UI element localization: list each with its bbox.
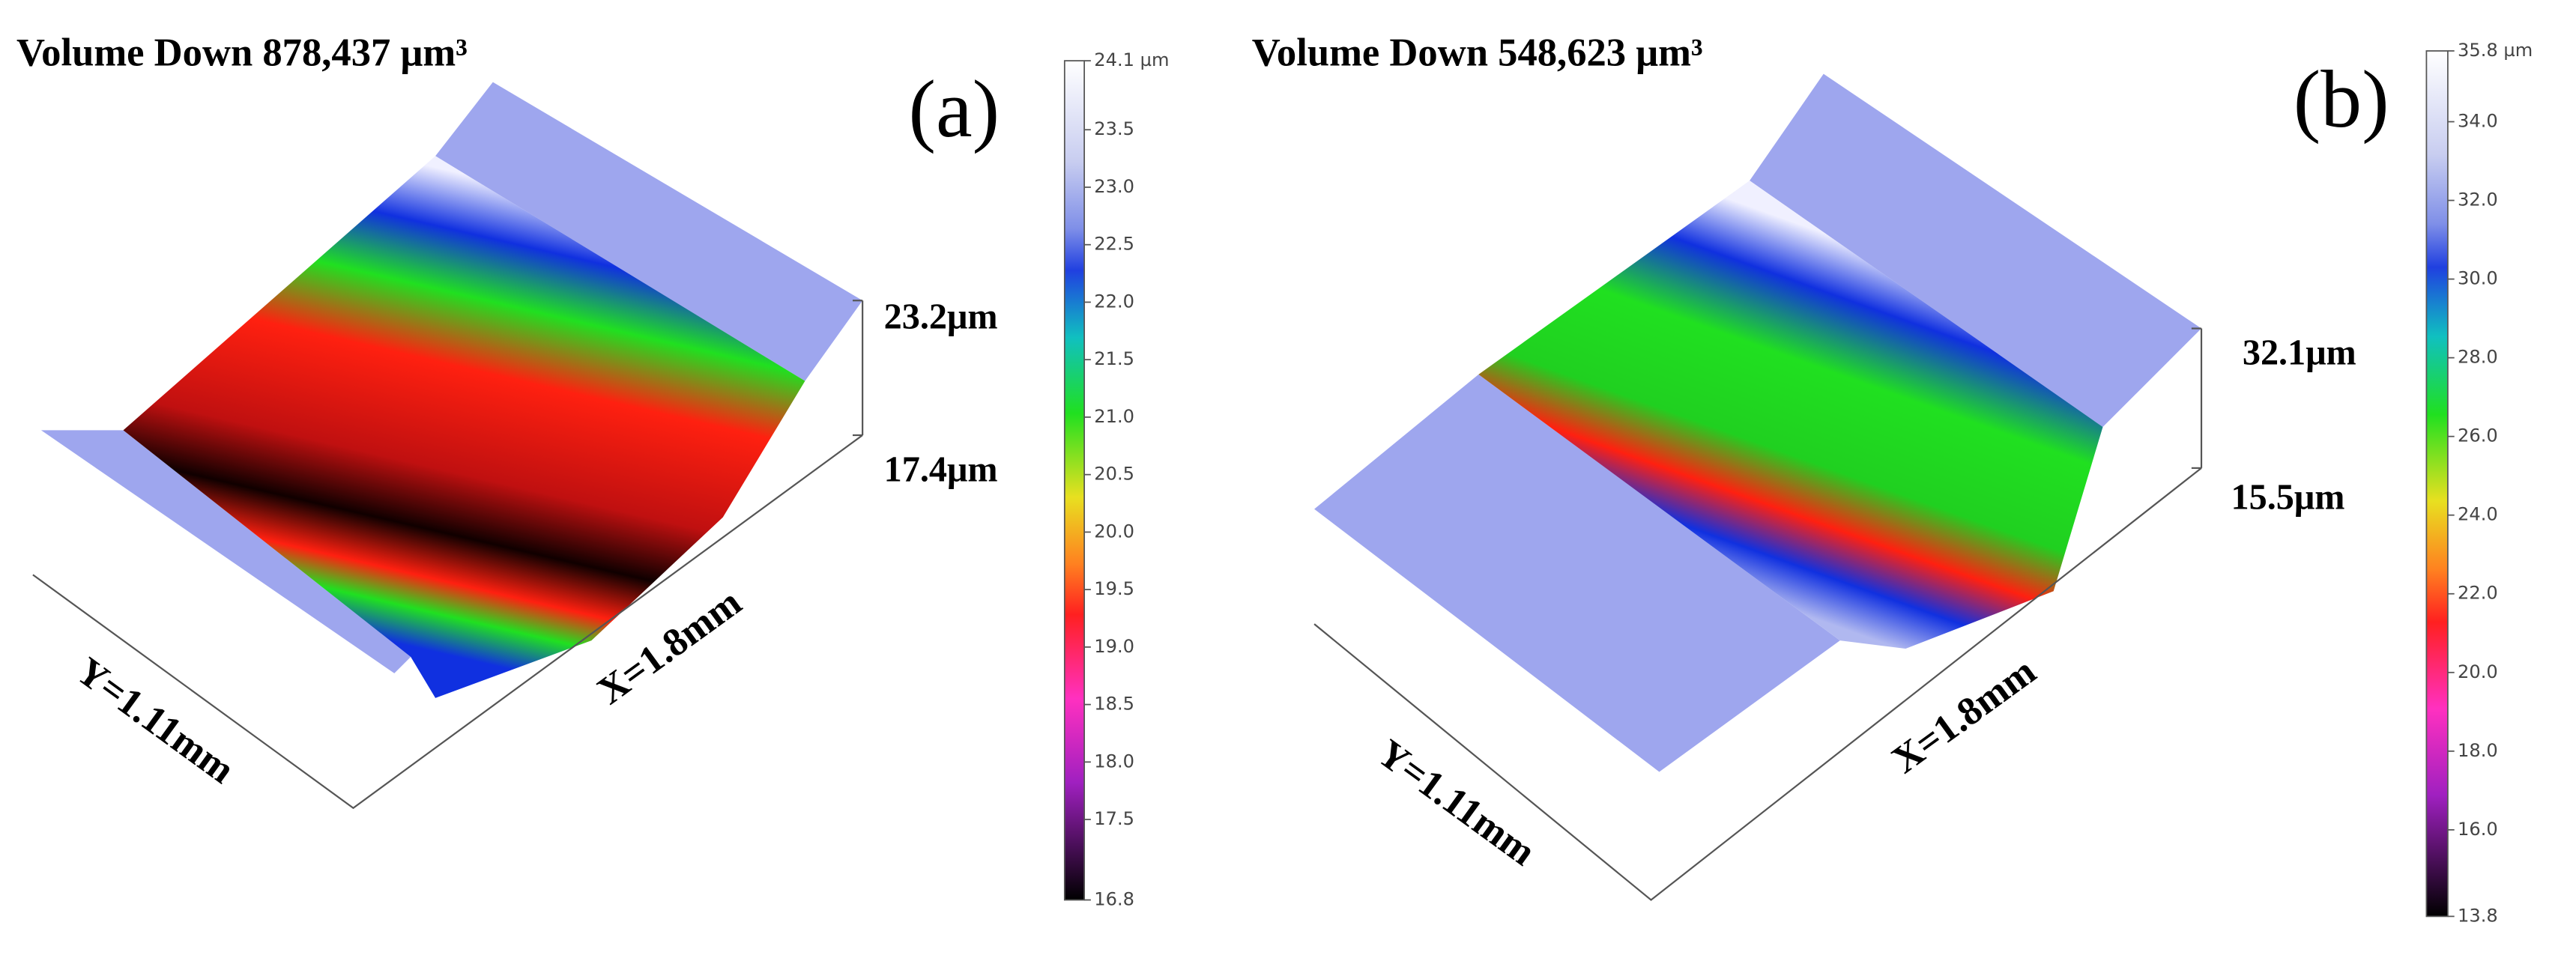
colorbar-tick-label: 34.0 <box>2458 111 2498 132</box>
colorbar-tick-label: 22.0 <box>1094 291 1134 312</box>
colorbar-tick-label: 22.0 <box>2458 583 2498 604</box>
colorbar-tick-label: 28.0 <box>2458 347 2498 368</box>
colorbar-tick-label: 20.0 <box>2458 661 2498 682</box>
colorbar-tick-label: 24.0 <box>2458 504 2498 525</box>
colorbar-tick-label: 18.5 <box>1094 694 1134 715</box>
colorbar-tick-label: 22.5 <box>1094 234 1134 255</box>
x-axis-label: X=1.8mm <box>1884 649 2043 782</box>
colorbar-tick-label: 18.0 <box>1094 751 1134 771</box>
colorbar-tick-label: 19.0 <box>1094 636 1134 657</box>
surface-b <box>1314 73 2202 772</box>
panel-title: Volume Down 878,437 μm³ <box>16 31 468 75</box>
colorbar-tick-label: 21.5 <box>1094 348 1134 369</box>
colorbar-tick-label: 13.8 <box>2458 905 2498 926</box>
z-bottom-label: 15.5μm <box>2231 478 2344 518</box>
panel-title: Volume Down 548,623 μm³ <box>1252 31 1703 75</box>
colorbar-tick-label: 32.0 <box>2458 190 2498 210</box>
panel-label: (a) <box>909 63 1000 154</box>
colorbar-tick-label: 30.0 <box>2458 268 2498 289</box>
colorbar-tick-label: 23.5 <box>1094 118 1134 139</box>
z-bottom-label: 17.4μm <box>884 449 998 489</box>
colorbar-tick-label: 20.0 <box>1094 521 1134 542</box>
surface-a <box>40 82 863 698</box>
y-axis-label: Y=1.11mm <box>68 649 242 792</box>
z-top-label: 23.2μm <box>884 297 998 337</box>
colorbar-tick-label: 19.5 <box>1094 578 1134 599</box>
colorbar-tick-label: 21.0 <box>1094 406 1134 427</box>
z-top-label: 32.1μm <box>2243 333 2356 373</box>
colorbar-tick-label: 26.0 <box>2458 425 2498 446</box>
colorbar-tick-label: 16.0 <box>2458 819 2498 840</box>
colorbar-tick-label: 18.0 <box>2458 740 2498 761</box>
colorbar-tick-label: 35.8 µm <box>2458 40 2533 61</box>
colorbar-tick-label: 23.0 <box>1094 176 1134 197</box>
colorbar-tick-label: 16.8 <box>1094 888 1134 909</box>
colorbar <box>1063 60 1086 901</box>
colorbar-tick-label: 24.1 µm <box>1094 49 1169 70</box>
y-axis-label: Y=1.11mm <box>1370 731 1544 874</box>
colorbar <box>2425 50 2449 918</box>
colorbar-tick-label: 17.5 <box>1094 808 1134 829</box>
colorbar-tick-label: 20.5 <box>1094 464 1134 485</box>
panel-label: (b) <box>2294 53 2389 145</box>
axes-b <box>1313 327 2203 901</box>
axes-a <box>32 300 864 810</box>
